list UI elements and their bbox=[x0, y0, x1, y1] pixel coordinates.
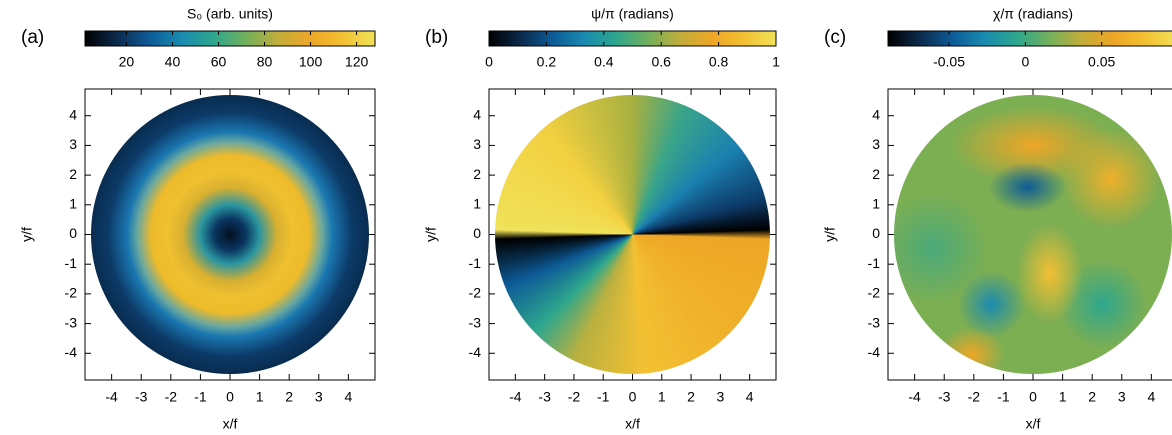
y-tick-label: -4 bbox=[469, 344, 482, 360]
x-tick-label: 0 bbox=[1029, 389, 1037, 405]
x-axis-label: x/f bbox=[223, 416, 238, 432]
y-tick-label: -3 bbox=[65, 314, 78, 330]
y-tick-label: 4 bbox=[872, 106, 880, 122]
y-tick-label: -2 bbox=[469, 285, 482, 301]
colorbar-label: S₀ (arb. units) bbox=[187, 6, 273, 22]
y-tick-label: 1 bbox=[473, 196, 481, 212]
y-tick-label: 0 bbox=[473, 225, 481, 241]
y-tick-label: 2 bbox=[872, 166, 880, 182]
x-tick-label: -3 bbox=[538, 389, 551, 405]
y-axis-label: y/f bbox=[423, 227, 439, 242]
colorbar bbox=[488, 30, 777, 47]
colorbar-tick-label: 60 bbox=[211, 54, 227, 70]
x-tick-label: 3 bbox=[716, 389, 724, 405]
y-tick-label: -4 bbox=[868, 344, 881, 360]
panel-label: (b) bbox=[425, 27, 448, 48]
x-tick-label: 2 bbox=[285, 389, 293, 405]
heatmap-image bbox=[893, 94, 1172, 375]
y-tick-label: -1 bbox=[868, 255, 881, 271]
colorbar-tick-label: 1 bbox=[772, 54, 780, 70]
x-tick-label: -3 bbox=[938, 389, 951, 405]
heatmap-image bbox=[90, 94, 370, 375]
colorbar-tick-label: 0 bbox=[1021, 54, 1029, 70]
x-axis-label: x/f bbox=[625, 416, 640, 432]
colorbar-tick-label: 100 bbox=[299, 54, 323, 70]
x-tick-label: 0 bbox=[226, 389, 234, 405]
y-tick-label: 3 bbox=[872, 136, 880, 152]
x-tick-label: -1 bbox=[997, 389, 1010, 405]
panel-label: (c) bbox=[824, 27, 846, 48]
x-axis-label: x/f bbox=[1026, 416, 1041, 432]
x-tick-label: 3 bbox=[1118, 389, 1126, 405]
y-tick-label: -3 bbox=[868, 314, 881, 330]
y-tick-label: -1 bbox=[65, 255, 78, 271]
x-tick-label: 2 bbox=[1088, 389, 1096, 405]
y-axis-label: y/f bbox=[822, 227, 838, 242]
colorbar bbox=[887, 30, 1172, 47]
x-tick-label: 3 bbox=[315, 389, 323, 405]
y-tick-label: 4 bbox=[473, 106, 481, 122]
colorbar-tick-label: 0.4 bbox=[594, 54, 614, 70]
colorbar-tick-label: 120 bbox=[345, 54, 369, 70]
colorbar-tick-label: -0.05 bbox=[933, 54, 965, 70]
x-tick-label: -4 bbox=[105, 389, 118, 405]
x-tick-label: 4 bbox=[1147, 389, 1155, 405]
colorbar-tick-label: 20 bbox=[119, 54, 135, 70]
x-tick-label: -2 bbox=[968, 389, 981, 405]
y-tick-label: -3 bbox=[469, 314, 482, 330]
colorbar-label: ψ/π (radians) bbox=[591, 6, 674, 22]
y-tick-label: 0 bbox=[872, 225, 880, 241]
x-tick-label: -4 bbox=[509, 389, 522, 405]
x-tick-label: 1 bbox=[256, 389, 264, 405]
y-tick-label: -1 bbox=[469, 255, 482, 271]
x-tick-label: -4 bbox=[908, 389, 921, 405]
y-tick-label: 2 bbox=[473, 166, 481, 182]
x-tick-label: -1 bbox=[597, 389, 610, 405]
x-tick-label: -2 bbox=[568, 389, 581, 405]
colorbar bbox=[84, 30, 376, 47]
x-tick-label: 4 bbox=[344, 389, 352, 405]
y-axis-label: y/f bbox=[19, 227, 35, 242]
y-tick-label: -4 bbox=[65, 344, 78, 360]
x-tick-label: -3 bbox=[135, 389, 148, 405]
x-tick-label: 4 bbox=[746, 389, 754, 405]
colorbar-tick-label: 80 bbox=[257, 54, 273, 70]
y-tick-label: 3 bbox=[69, 136, 77, 152]
plot-frame bbox=[887, 88, 1172, 381]
heatmap-image bbox=[494, 94, 771, 375]
colorbar-tick-label: 0.8 bbox=[709, 54, 729, 70]
plot-frame bbox=[488, 88, 777, 381]
colorbar-tick-label: 0 bbox=[485, 54, 493, 70]
y-tick-label: 0 bbox=[69, 225, 77, 241]
y-tick-label: 1 bbox=[69, 196, 77, 212]
panel-label: (a) bbox=[21, 27, 44, 48]
y-tick-label: 1 bbox=[872, 196, 880, 212]
x-tick-label: 1 bbox=[1059, 389, 1067, 405]
x-tick-label: 2 bbox=[687, 389, 695, 405]
colorbar-tick-label: 0.2 bbox=[537, 54, 557, 70]
colorbar-tick-label: 40 bbox=[165, 54, 181, 70]
colorbar-label: χ/π (radians) bbox=[993, 6, 1073, 22]
y-tick-label: -2 bbox=[868, 285, 881, 301]
x-tick-label: -2 bbox=[165, 389, 178, 405]
y-tick-label: -2 bbox=[65, 285, 78, 301]
y-tick-label: 2 bbox=[69, 166, 77, 182]
x-tick-label: -1 bbox=[194, 389, 207, 405]
x-tick-label: 1 bbox=[658, 389, 666, 405]
colorbar-tick-label: 0.05 bbox=[1088, 54, 1115, 70]
y-tick-label: 3 bbox=[473, 136, 481, 152]
plot-frame bbox=[84, 88, 376, 381]
x-tick-label: 0 bbox=[629, 389, 637, 405]
y-tick-label: 4 bbox=[69, 106, 77, 122]
colorbar-tick-label: 0.6 bbox=[651, 54, 671, 70]
